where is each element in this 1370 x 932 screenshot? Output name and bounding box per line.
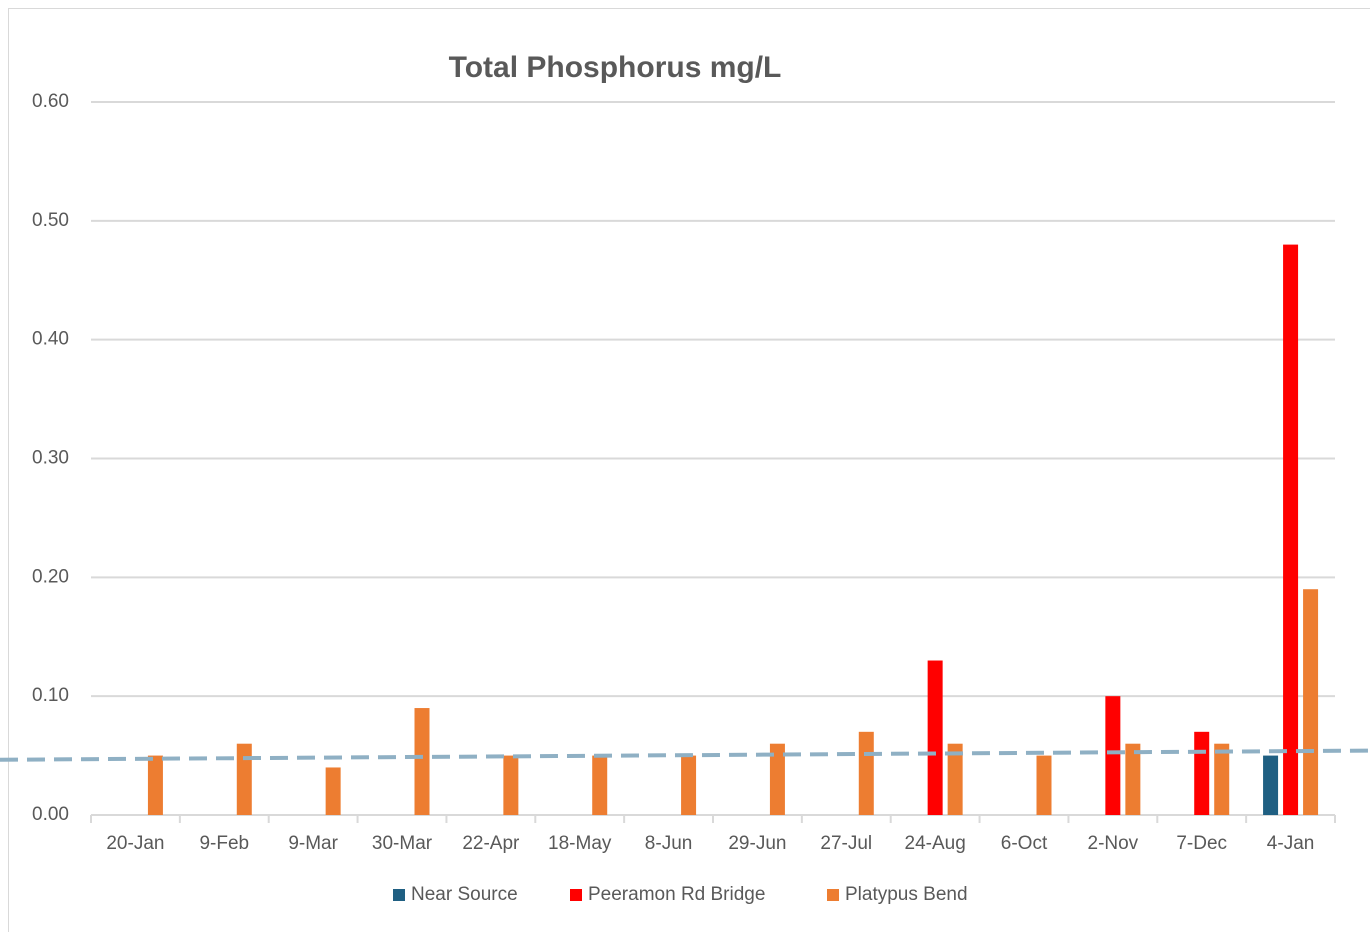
x-tick-label: 22-Apr xyxy=(462,833,520,854)
bar xyxy=(1036,755,1052,815)
bar xyxy=(947,743,963,815)
y-tick-label: 0.50 xyxy=(32,210,69,231)
legend-swatch xyxy=(393,889,405,901)
bar xyxy=(414,708,430,815)
x-tick-label: 9-Mar xyxy=(288,833,338,854)
x-tick-label: 30-Mar xyxy=(372,833,433,854)
y-tick-label: 0.00 xyxy=(32,804,69,825)
legend-label: Peeramon Rd Bridge xyxy=(588,884,765,905)
bar xyxy=(858,731,874,815)
bar xyxy=(681,755,697,815)
bar xyxy=(1263,755,1279,815)
bar xyxy=(1125,743,1141,815)
x-tick-label: 2-Nov xyxy=(1088,833,1139,854)
bar xyxy=(1303,589,1319,815)
bar xyxy=(1105,696,1121,815)
chart-title: Total Phosphorus mg/L xyxy=(449,51,782,84)
bar xyxy=(1214,743,1230,815)
y-tick-label: 0.40 xyxy=(32,329,69,350)
bar xyxy=(236,743,252,815)
x-tick-label: 29-Jun xyxy=(728,833,786,854)
y-tick-label: 0.10 xyxy=(32,685,69,706)
y-tick-label: 0.20 xyxy=(32,566,69,587)
trendline xyxy=(0,748,1370,762)
legend-swatch xyxy=(570,889,582,901)
bar xyxy=(1194,731,1210,815)
bar xyxy=(503,755,519,815)
x-tick-label: 6-Oct xyxy=(1001,833,1048,854)
x-tick-label: 7-Dec xyxy=(1176,833,1227,854)
chart-frame xyxy=(8,8,1370,932)
legend-label: Platypus Bend xyxy=(845,884,968,905)
legend-swatch xyxy=(827,889,839,901)
x-tick-label: 27-Jul xyxy=(820,833,872,854)
legend-label: Near Source xyxy=(411,884,518,905)
bar xyxy=(325,767,341,815)
x-tick-label: 24-Aug xyxy=(905,833,966,854)
bar xyxy=(769,743,785,815)
bar xyxy=(927,660,943,815)
x-tick-label: 20-Jan xyxy=(106,833,164,854)
bar xyxy=(592,755,608,815)
y-tick-label: 0.60 xyxy=(32,91,69,112)
bar xyxy=(1283,244,1299,816)
y-tick-label: 0.30 xyxy=(32,448,69,469)
bar xyxy=(147,755,163,815)
x-tick-label: 9-Feb xyxy=(199,833,249,854)
x-tick-label: 18-May xyxy=(548,833,612,854)
x-tick-label: 8-Jun xyxy=(645,833,693,854)
x-tick-label: 4-Jan xyxy=(1267,833,1315,854)
